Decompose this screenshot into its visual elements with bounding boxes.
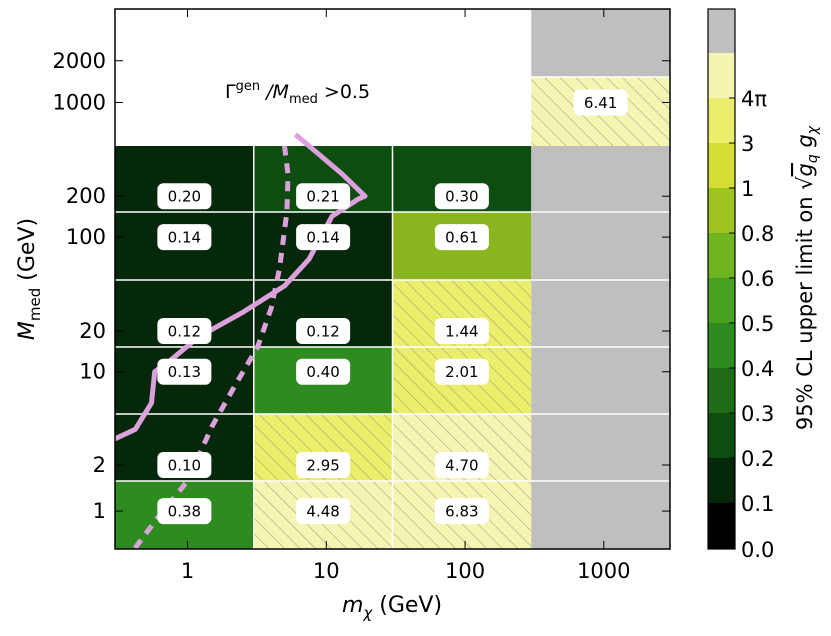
- cell-value-label: 6.41: [584, 94, 617, 112]
- heatmap-cell: [531, 481, 670, 549]
- colorbar-tick-label: 1: [741, 177, 754, 201]
- cell-value-box: [157, 498, 212, 525]
- cell-value-label: 0.40: [306, 363, 339, 381]
- cell-value-box: [296, 358, 351, 385]
- colorbar-tick-label: 0.2: [741, 447, 774, 471]
- colorbar-frame: [707, 8, 736, 550]
- cell-value-box: [157, 358, 212, 385]
- y-axis-label: Mmed (GeV): [15, 218, 44, 340]
- cell-value-box: [157, 317, 212, 344]
- cell-value-box: [573, 89, 628, 116]
- y-tick-label: 1: [93, 499, 106, 523]
- observed-limit-curve: [115, 132, 368, 442]
- cell-value-label: 0.10: [168, 456, 201, 474]
- cell-value-box: [434, 317, 489, 344]
- cell-value-box: [434, 451, 489, 478]
- expected-limit-curve: [131, 145, 291, 549]
- x-tick-label: 1000: [577, 559, 630, 583]
- y-tick-label: 1000: [53, 90, 106, 114]
- y-tick-label: 2: [93, 453, 106, 477]
- cell-value-box: [434, 358, 489, 385]
- cell-value-box: [157, 224, 212, 251]
- cell-value-label: 0.38: [168, 503, 201, 521]
- colorbar-segment: [708, 368, 735, 413]
- cell-value-label: 0.12: [306, 322, 339, 340]
- cell-value-label: 0.14: [168, 229, 201, 247]
- cell-value-label: 0.30: [445, 188, 478, 206]
- cell-value-box: [157, 451, 212, 478]
- x-tick-label: 100: [445, 559, 485, 583]
- colorbar-segment: [708, 188, 735, 233]
- cell-value-label: 4.48: [306, 503, 339, 521]
- cell-value-box: [296, 451, 351, 478]
- cell-value-box: [296, 498, 351, 525]
- heatmap-cell: [531, 9, 670, 77]
- colorbar-segment: [708, 9, 735, 53]
- heatmap-cell: [531, 347, 670, 414]
- cell-value-box: [296, 224, 351, 251]
- x-tick-label: 1: [181, 559, 194, 583]
- cell-value-label: 2.95: [306, 456, 339, 474]
- heatmap-cell: [531, 414, 670, 481]
- cell-value-label: 6.83: [445, 503, 478, 521]
- colorbar-tick-label: 0.8: [741, 222, 774, 246]
- heatmap-cell: [531, 280, 670, 347]
- colorbar-tick-label: 0.3: [741, 402, 774, 426]
- cell-value-box: [434, 498, 489, 525]
- cell-value-box: [296, 317, 351, 344]
- cell-value-label: 0.13: [168, 363, 201, 381]
- cell-value-box: [157, 183, 212, 210]
- cell-value-label: 0.61: [445, 229, 478, 247]
- x-axis-label: mχ (GeV): [342, 593, 442, 622]
- y-tick-label: 100: [66, 225, 106, 249]
- cell-value-label: 4.70: [445, 456, 478, 474]
- x-tick-label: 10: [313, 559, 340, 583]
- colorbar-segment: [708, 143, 735, 188]
- width-region-annotation: Γgen /Mmed >0.5: [225, 79, 370, 107]
- colorbar-segment: [708, 98, 735, 143]
- colorbar-label: 95% CL upper limit on √gq gχ: [793, 125, 821, 430]
- y-tick-label: 2000: [53, 49, 106, 73]
- colorbar-tick-label: 0.5: [741, 312, 774, 336]
- cell-value-box: [296, 183, 351, 210]
- heatmap-cell: [531, 146, 670, 212]
- y-tick-label: 20: [79, 319, 106, 343]
- colorbar-tick-label: 0.0: [741, 538, 774, 562]
- colorbar-tick-label: 0.4: [741, 357, 774, 381]
- cell-value-label: 2.01: [445, 363, 478, 381]
- y-tick-label: 10: [79, 360, 106, 384]
- colorbar-tick-label: 4π: [741, 87, 767, 111]
- colorbar-segment: [708, 458, 735, 503]
- cell-value-label: 0.14: [306, 229, 339, 247]
- colorbar-tick-label: 3: [741, 132, 754, 156]
- cell-value-label: 0.20: [168, 188, 201, 206]
- colorbar-tick-label: 0.6: [741, 267, 774, 291]
- colorbar-segment: [708, 278, 735, 323]
- cell-value-label: 0.12: [168, 322, 201, 340]
- y-tick-label: 200: [66, 184, 106, 208]
- plot-frame: [114, 8, 671, 550]
- cell-value-box: [434, 183, 489, 210]
- colorbar-segment: [708, 503, 735, 549]
- colorbar-segment: [708, 323, 735, 368]
- heatmap-cell: [531, 212, 670, 280]
- cell-value-box: [434, 224, 489, 251]
- cell-value-label: 1.44: [445, 322, 478, 340]
- cell-value-label: 0.21: [306, 188, 339, 206]
- colorbar-segment: [708, 233, 735, 278]
- colorbar-segment: [708, 413, 735, 458]
- colorbar-segment: [708, 53, 735, 98]
- colorbar-tick-label: 0.1: [741, 492, 774, 516]
